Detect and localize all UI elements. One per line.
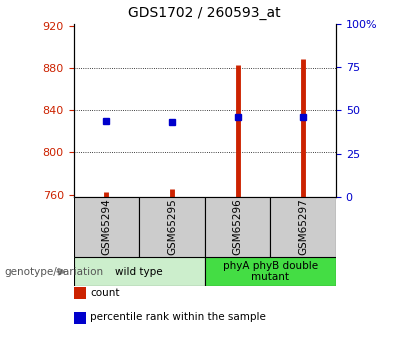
Text: wild type: wild type xyxy=(116,267,163,277)
Text: GSM65296: GSM65296 xyxy=(233,198,243,255)
Bar xyxy=(74,197,139,257)
Text: genotype/variation: genotype/variation xyxy=(4,267,103,277)
Text: count: count xyxy=(90,288,120,298)
Text: GSM65294: GSM65294 xyxy=(101,198,111,255)
Bar xyxy=(205,197,270,257)
Bar xyxy=(139,197,205,257)
Text: percentile rank within the sample: percentile rank within the sample xyxy=(90,313,266,322)
Text: GSM65297: GSM65297 xyxy=(298,198,308,255)
Text: phyA phyB double
mutant: phyA phyB double mutant xyxy=(223,261,318,283)
Bar xyxy=(270,197,336,257)
Text: GSM65295: GSM65295 xyxy=(167,198,177,255)
Title: GDS1702 / 260593_at: GDS1702 / 260593_at xyxy=(129,6,281,20)
Bar xyxy=(74,257,205,286)
Bar xyxy=(205,257,336,286)
